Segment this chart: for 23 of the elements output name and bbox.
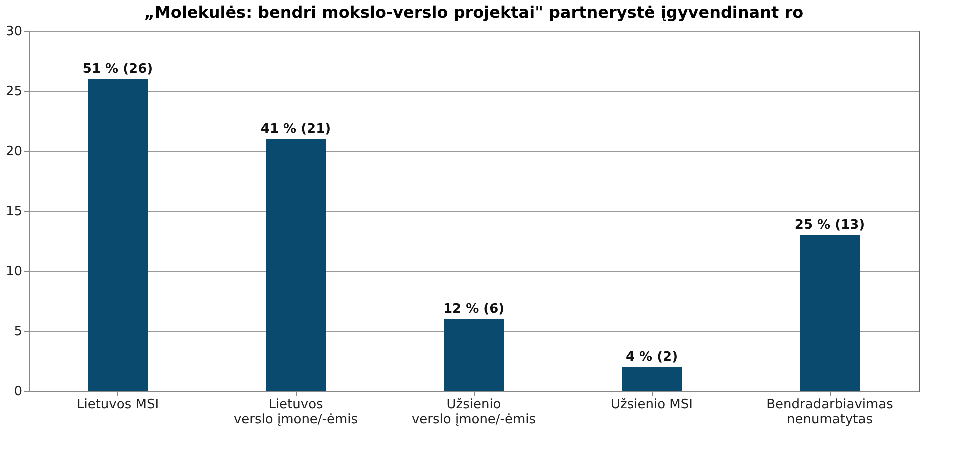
y-tick-label: 20 [6,144,22,160]
bar [444,319,504,391]
y-tick-label: 5 [14,324,22,340]
data-label: 12 % (6) [443,302,505,317]
y-tick-label: 25 [6,84,22,100]
x-tick-label: Bendradarbiavimas nenumatytas [766,398,894,428]
bar [88,79,148,391]
y-tick-label: 0 [14,384,22,400]
bar [622,367,682,391]
bar [266,139,326,391]
y-tick-label: 30 [6,24,22,40]
data-label: 51 % (26) [82,62,154,77]
x-tick-label: Užsienio MSI [611,398,693,412]
chart-title: „Molekulės: bendri mokslo-verslo projektai" partnerystė įgyvendinant ro [144,3,804,22]
data-label: 41 % (21) [260,122,332,137]
data-label: 4 % (2) [626,350,678,365]
x-tick-label: Lietuvos verslo įmone/-ėmis [234,398,358,428]
y-tick-label: 10 [6,264,22,280]
y-tick-label: 15 [6,204,22,220]
data-label: 25 % (13) [794,218,866,233]
x-tick-label: Užsienio verslo įmone/-ėmis [412,398,536,428]
bar [800,235,860,391]
x-tick-label: Lietuvos MSI [76,398,160,412]
